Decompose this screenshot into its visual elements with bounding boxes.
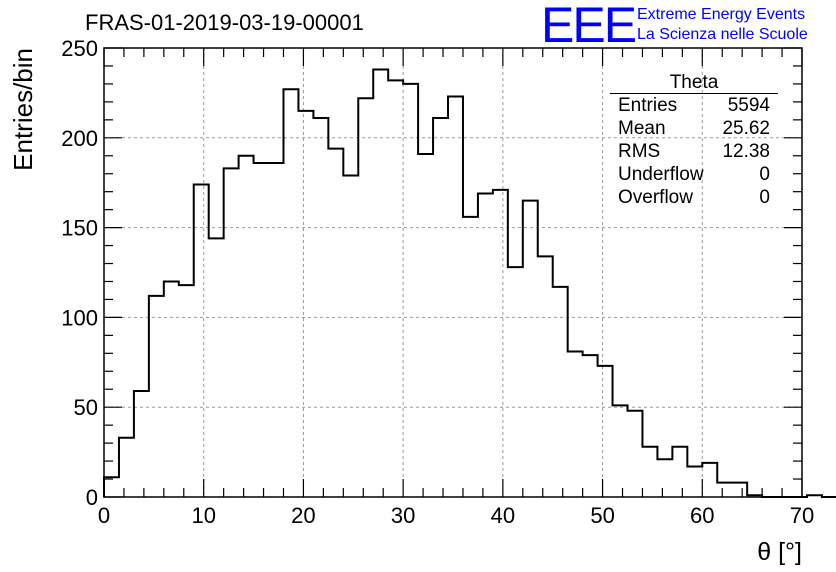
histogram-bin xyxy=(687,466,702,497)
histogram-bin xyxy=(373,70,388,497)
histogram-bin xyxy=(194,184,209,497)
histogram-bin xyxy=(717,483,732,497)
histogram-bin xyxy=(328,149,343,497)
histogram-bin xyxy=(224,168,239,497)
histogram-bin xyxy=(283,89,298,497)
stats-row-rms: RMS 12.38 xyxy=(610,140,778,163)
histogram-bin xyxy=(583,355,598,497)
stats-value: 5594 xyxy=(727,95,770,116)
y-tick-label: 200 xyxy=(61,126,98,151)
stats-value: 12.38 xyxy=(722,141,770,162)
histogram-bin xyxy=(269,163,284,497)
histogram-bin xyxy=(568,352,583,497)
histogram-bin xyxy=(403,84,418,497)
histogram-bin xyxy=(134,391,149,497)
histogram-bin xyxy=(508,267,523,497)
plot-frame xyxy=(103,47,803,498)
eee-logo-mark: EEE xyxy=(541,0,637,53)
x-tick-label: 70 xyxy=(790,503,814,528)
stats-row-underflow: Underflow 0 xyxy=(610,163,778,186)
stats-label: Underflow xyxy=(618,164,704,185)
stats-value: 25.62 xyxy=(722,118,770,139)
histogram-bin xyxy=(538,256,553,497)
stats-row-entries: Entries 5594 xyxy=(610,94,778,117)
stats-value: 0 xyxy=(759,164,770,185)
histogram-bin xyxy=(478,193,493,497)
stats-row-overflow: Overflow 0 xyxy=(610,186,778,209)
y-tick-label: 50 xyxy=(74,395,98,420)
histogram-bin xyxy=(702,463,717,497)
histogram-outline xyxy=(103,68,836,498)
histogram-bin xyxy=(239,156,254,497)
histogram-bin xyxy=(298,111,313,497)
histogram-bin xyxy=(672,447,687,497)
stats-label: Overflow xyxy=(618,187,693,208)
stats-label: Entries xyxy=(618,95,678,116)
x-tick-label: 40 xyxy=(491,503,515,528)
histogram-bin xyxy=(104,477,119,497)
histogram-bin xyxy=(807,495,822,497)
histogram-bin xyxy=(613,405,628,497)
eee-logo-line-1: Extreme Energy Events xyxy=(637,6,806,23)
histogram-bin xyxy=(313,118,328,497)
eee-logo-line-2: La Scienza nelle Scuole xyxy=(637,26,808,43)
y-tick-label: 150 xyxy=(61,216,98,241)
stats-label: RMS xyxy=(618,141,661,162)
histogram-bin xyxy=(448,96,463,497)
histogram-bin xyxy=(657,459,672,497)
x-tick-label: 10 xyxy=(191,503,215,528)
histogram-bin xyxy=(628,411,643,497)
histogram-bin xyxy=(642,447,657,497)
stats-title: Theta xyxy=(610,73,778,94)
y-tick-label: 0 xyxy=(86,485,98,510)
histogram-bin xyxy=(149,296,164,497)
stats-box: Theta Entries 5594 Mean 25.62 RMS 12.38 … xyxy=(610,73,778,209)
y-tick-label: 250 xyxy=(61,36,98,61)
histogram-bin xyxy=(418,154,433,497)
histogram-bin xyxy=(388,80,403,497)
x-tick-label: 50 xyxy=(590,503,614,528)
x-tick-label: 30 xyxy=(391,503,415,528)
histogram-bin xyxy=(523,201,538,497)
x-axis-label: θ [°] xyxy=(757,538,802,566)
histogram-bin xyxy=(553,287,568,497)
x-tick-label: 0 xyxy=(98,503,110,528)
histogram-bin xyxy=(493,190,508,497)
x-tick-label: 20 xyxy=(291,503,315,528)
histogram-bin xyxy=(598,366,613,497)
y-tick-label: 100 xyxy=(61,305,98,330)
histogram-title: FRAS-01-2019-03-19-00001 xyxy=(85,10,364,35)
histogram-bin xyxy=(732,483,747,497)
histogram-bin xyxy=(209,238,224,497)
histogram-bin xyxy=(119,438,134,497)
stats-label: Mean xyxy=(618,118,666,139)
x-tick-label: 60 xyxy=(690,503,714,528)
histogram-bin xyxy=(358,98,373,497)
y-axis-label: Entries/bin xyxy=(8,48,38,171)
histogram-bin xyxy=(343,176,358,497)
histogram-bin xyxy=(164,281,179,497)
histogram-bin xyxy=(463,217,478,497)
histogram-bin xyxy=(179,285,194,497)
histogram-bin xyxy=(433,118,448,497)
stats-row-mean: Mean 25.62 xyxy=(610,117,778,140)
histogram-bin xyxy=(254,163,269,497)
stats-value: 0 xyxy=(759,187,770,208)
